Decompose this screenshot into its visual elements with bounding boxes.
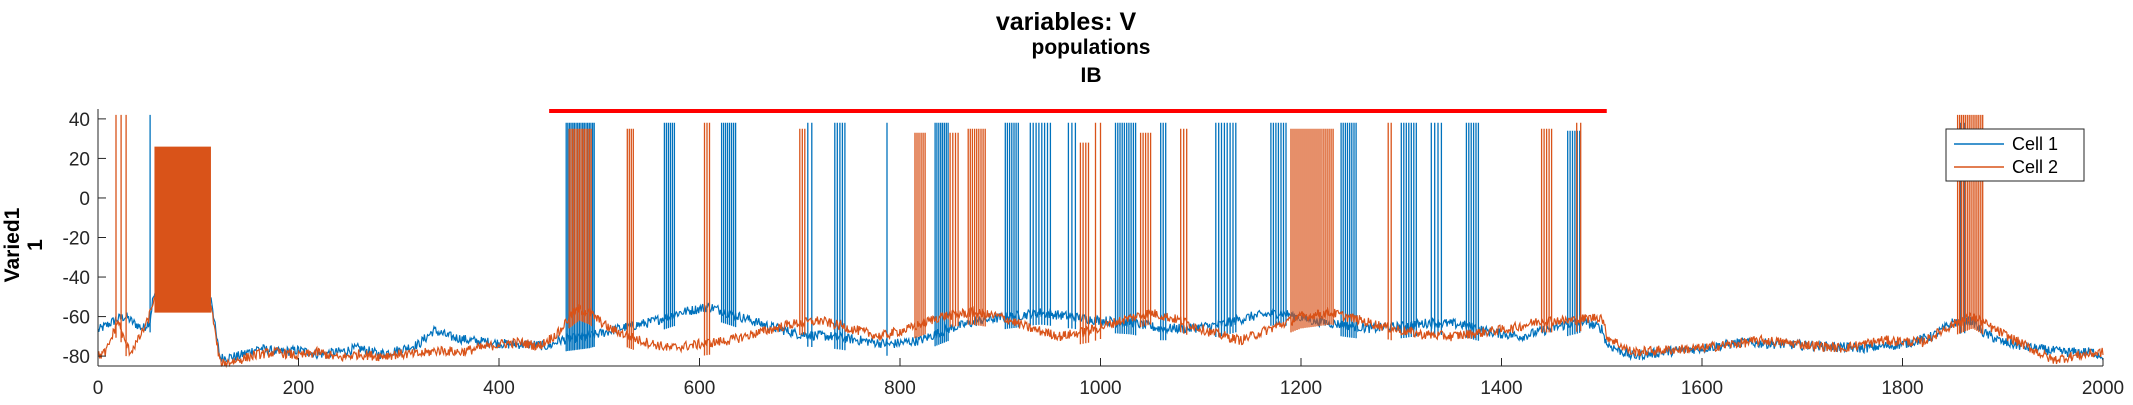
axes: 0 200 400 600 800 1000 1200 1400 1600 1800 2000-80…: [63, 109, 2124, 399]
y-tick-label--40: -40: [63, 268, 90, 289]
x-tick-label-1600: 1600: [1681, 378, 1723, 399]
series-1-spike-burst-13: [1160, 122, 1167, 341]
legend: Cell 1 Cell 2: [1945, 128, 2085, 182]
series-2-spike-burst-14: [1290, 128, 1334, 333]
series-2-spike-burst-5: [703, 122, 711, 356]
y-tick-label-40: 40: [69, 110, 90, 131]
series-1-spike-burst-3: [663, 122, 676, 330]
series-2-spike-burst-12: [1139, 132, 1152, 328]
series-1-spike-burst-9: [1004, 122, 1019, 330]
series-1-spike-burst-16: [1340, 122, 1357, 339]
series-1-spike-burst-10: [1029, 122, 1052, 326]
series-1-spike-burst-14: [1215, 122, 1237, 337]
series-1-spike-burst-15: [1270, 122, 1287, 326]
series-2-spike-burst-3: [568, 128, 592, 329]
series-2-spike-burst-7: [914, 132, 926, 339]
series-1-spike-burst-11: [1067, 122, 1077, 330]
series-2-spike-burst-6: [799, 128, 806, 335]
y-axis-label: Varied1: [1, 207, 24, 282]
y-tick-label--80: -80: [63, 347, 90, 368]
x-tick-label-1800: 1800: [1881, 378, 1923, 399]
y-axis-label-index: 1: [24, 239, 47, 251]
series-1-spike-burst-20: [1567, 130, 1581, 337]
series-2-spike-burst-8: [949, 132, 959, 328]
y-tick-label-20: 20: [69, 149, 90, 170]
x-tick-label-1400: 1400: [1480, 378, 1522, 399]
series-1-spike-burst-8: [934, 122, 949, 347]
series-1-spike-burst-4: [720, 122, 737, 328]
series-1-spike-burst-19: [1465, 122, 1480, 341]
series-1-spike-burst-5: [807, 122, 813, 347]
y-tick-label--60: -60: [63, 308, 90, 329]
series-1-spike-burst-12: [1114, 122, 1137, 336]
series-2-spike-burst-16: [1540, 128, 1553, 333]
series-2-spike-burst-18: [1956, 114, 1984, 335]
series-2-spike-burst-17: [1576, 122, 1582, 332]
x-tick-label-800: 800: [884, 378, 916, 399]
series-2-spike-burst-1: [115, 114, 127, 357]
plot-area: [97, 108, 2104, 369]
x-tick-label-0: 0: [93, 378, 104, 399]
y-tick-label-0: 0: [79, 189, 90, 210]
series-2-spike-burst-9: [967, 128, 986, 327]
legend-label-cell-2: Cell 2: [2012, 157, 2058, 177]
chart-subtitle-ib: IB: [1081, 64, 1102, 87]
legend-label-cell-1: Cell 1: [2012, 134, 2058, 154]
x-tick-label-600: 600: [684, 378, 716, 399]
series-2-spike-burst-2: [154, 146, 211, 313]
series-1-spike-burst-6: [834, 122, 846, 351]
chart-title: variables: V: [996, 8, 1137, 36]
x-tick-label-2000: 2000: [2082, 378, 2124, 399]
series-2-spike-burst-11: [1094, 122, 1102, 341]
chart-subtitle-populations: populations: [1032, 36, 1151, 59]
series-1-spike-burst-18: [1430, 122, 1443, 335]
x-tick-label-200: 200: [283, 378, 315, 399]
x-tick-label-400: 400: [483, 378, 515, 399]
series-2-spike-burst-15: [1387, 122, 1392, 341]
series-2-spike-burst-10: [1079, 142, 1090, 345]
series-2-spike-burst-4: [626, 128, 634, 350]
series-1-spike-burst-17: [1400, 122, 1417, 339]
legend-box: [1945, 128, 2085, 182]
series-2-spike-burst-13: [1180, 128, 1188, 335]
x-tick-label-1000: 1000: [1079, 378, 1121, 399]
y-tick-label--20: -20: [63, 229, 90, 250]
x-tick-label-1200: 1200: [1280, 378, 1322, 399]
